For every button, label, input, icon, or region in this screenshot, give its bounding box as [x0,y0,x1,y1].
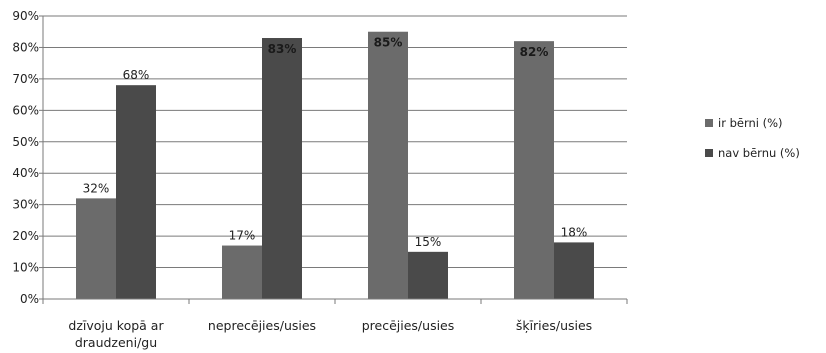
bars [76,31,594,300]
bar [76,198,116,299]
data-label: 85% [374,36,403,50]
data-label: 32% [83,181,110,195]
x-category-label-line: draudzeni/gu [75,335,157,350]
y-tick-label: 80% [12,40,39,54]
bar [262,38,302,300]
x-category-label-line: dzīvoju kopā ar [68,318,164,333]
x-axis: dzīvoju kopā ar draudzeni/gu neprecējies/u… [42,298,628,350]
x-category-label-line: precējies/usies [362,318,455,333]
y-tick-label: 10% [12,261,39,275]
data-label: 18% [561,225,588,239]
x-category-label: neprecējies/usies [208,318,316,333]
x-category-label: šķīries/usies [516,318,592,333]
data-label: 15% [415,235,442,249]
data-label: 17% [229,229,256,243]
legend-swatch [705,149,713,157]
y-tick-label: 60% [12,103,39,117]
x-category-label: precējies/usies [362,318,455,333]
legend-label: nav bērnu (%) [718,146,800,160]
y-tick-label: 30% [12,198,39,212]
data-label: 83% [268,42,297,56]
x-category-label: dzīvoju kopā ar draudzeni/gu [68,318,164,350]
bar [554,242,594,299]
legend-swatch [705,119,713,127]
y-tick-label: 0% [20,292,39,306]
bar [116,85,156,299]
legend-label: ir bērni (%) [718,116,783,130]
y-tick-label: 90% [12,9,39,23]
bar [408,251,448,299]
bar [222,245,262,299]
x-category-label-line: šķīries/usies [516,318,592,333]
y-tick-label: 70% [12,72,39,86]
bar [514,41,554,300]
data-label: 82% [520,45,549,59]
x-category-label-line: neprecējies/usies [208,318,316,333]
bar [368,31,408,299]
data-labels: 32% 68% 17% 83% 85% 15% 82% 18% [83,36,588,249]
y-tick-label: 50% [12,135,39,149]
y-axis: 0% 10% 20% 30% 40% 50% 60% 70% 80% 90% [12,9,44,306]
y-tick-label: 20% [12,229,39,243]
legend: ir bērni (%) nav bērnu (%) [705,116,800,160]
data-label: 68% [123,68,150,82]
y-tick-label: 40% [12,166,39,180]
